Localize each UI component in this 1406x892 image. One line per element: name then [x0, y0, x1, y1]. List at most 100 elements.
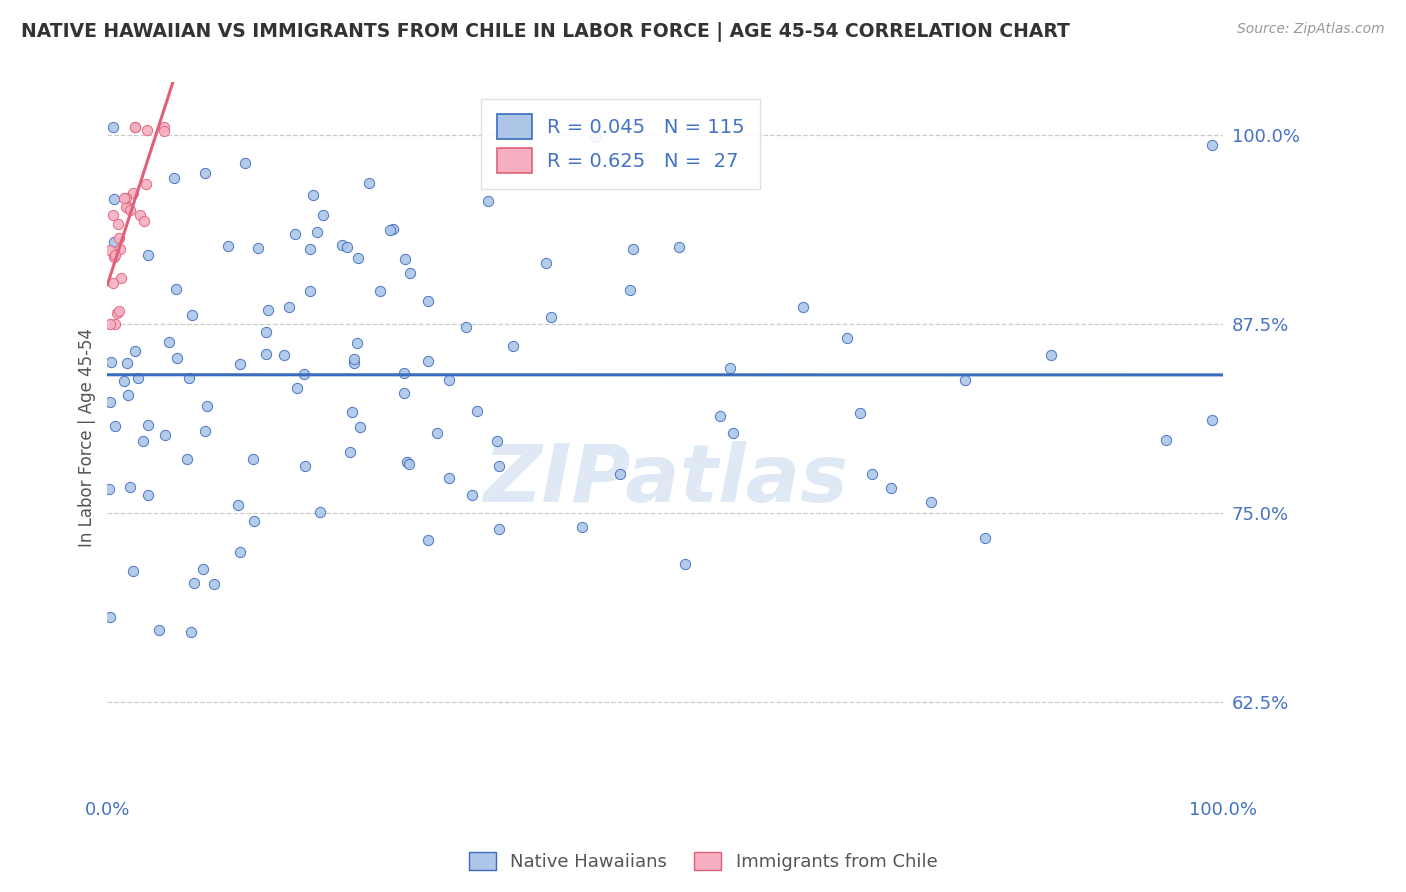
Point — [1154, 434, 1177, 448]
Point — [394, 252, 416, 267]
Point — [392, 385, 415, 400]
Point — [339, 444, 361, 458]
Point — [298, 284, 321, 298]
Point — [217, 238, 239, 252]
Point — [136, 488, 159, 502]
Point — [357, 176, 380, 190]
Point — [226, 498, 249, 512]
Point — [132, 434, 155, 448]
Point — [305, 225, 328, 239]
Point — [673, 558, 696, 572]
Point — [398, 457, 420, 471]
Point — [299, 242, 322, 256]
Point — [108, 303, 131, 318]
Point — [135, 177, 157, 191]
Point — [148, 624, 170, 638]
Point — [502, 339, 524, 353]
Point — [257, 303, 280, 318]
Point — [180, 308, 202, 322]
Point — [136, 123, 159, 137]
Point — [349, 419, 371, 434]
Point — [301, 188, 323, 202]
Text: ZIPatlas: ZIPatlas — [482, 441, 848, 519]
Point — [108, 231, 131, 245]
Point — [848, 406, 870, 420]
Point — [343, 356, 366, 370]
Point — [485, 434, 508, 448]
Point — [394, 366, 416, 380]
Point — [953, 373, 976, 387]
Point — [195, 400, 218, 414]
Point — [98, 395, 121, 409]
Point — [294, 459, 316, 474]
Point — [312, 208, 335, 222]
Point — [973, 531, 995, 545]
Point — [115, 200, 138, 214]
Point — [117, 200, 139, 214]
Point — [118, 202, 141, 217]
Point — [571, 520, 593, 534]
Point — [368, 284, 391, 298]
Point — [115, 191, 138, 205]
Point — [153, 428, 176, 442]
Point — [117, 388, 139, 402]
Legend: R = 0.045   N = 115, R = 0.625   N =  27: R = 0.045 N = 115, R = 0.625 N = 27 — [481, 99, 761, 188]
Point — [461, 488, 484, 502]
Point — [193, 166, 215, 180]
Y-axis label: In Labor Force | Age 45-54: In Labor Force | Age 45-54 — [79, 327, 96, 547]
Point — [437, 471, 460, 485]
Point — [243, 514, 266, 528]
Point — [621, 242, 644, 256]
Point — [254, 325, 277, 339]
Point — [583, 130, 606, 145]
Point — [122, 186, 145, 200]
Point — [105, 305, 128, 319]
Point — [128, 209, 150, 223]
Point — [536, 256, 558, 270]
Point — [488, 522, 510, 536]
Point — [1201, 413, 1223, 427]
Point — [138, 247, 160, 261]
Point — [204, 577, 226, 591]
Point — [347, 251, 370, 265]
Point — [284, 227, 307, 242]
Point — [163, 171, 186, 186]
Point — [395, 455, 418, 469]
Point — [920, 495, 942, 509]
Point — [136, 417, 159, 432]
Point — [1040, 347, 1063, 361]
Point — [242, 452, 264, 467]
Point — [416, 294, 439, 309]
Point — [416, 354, 439, 368]
Point — [103, 192, 125, 206]
Point — [540, 310, 562, 325]
Point — [165, 282, 187, 296]
Point — [104, 247, 127, 261]
Point — [115, 356, 138, 370]
Point — [721, 425, 744, 440]
Point — [122, 564, 145, 578]
Point — [179, 371, 201, 385]
Point — [97, 482, 120, 496]
Point — [233, 156, 256, 170]
Point — [247, 241, 270, 255]
Point — [454, 320, 477, 334]
Point — [254, 347, 277, 361]
Point — [292, 368, 315, 382]
Point — [416, 533, 439, 547]
Point — [340, 405, 363, 419]
Point — [153, 124, 176, 138]
Point — [609, 467, 631, 481]
Point — [709, 409, 731, 424]
Point — [426, 426, 449, 441]
Point — [183, 575, 205, 590]
Point — [860, 467, 883, 481]
Point — [467, 403, 489, 417]
Point — [101, 209, 124, 223]
Point — [619, 284, 641, 298]
Point — [112, 190, 135, 204]
Point — [380, 223, 402, 237]
Point — [153, 120, 176, 135]
Point — [277, 300, 299, 314]
Point — [399, 266, 422, 280]
